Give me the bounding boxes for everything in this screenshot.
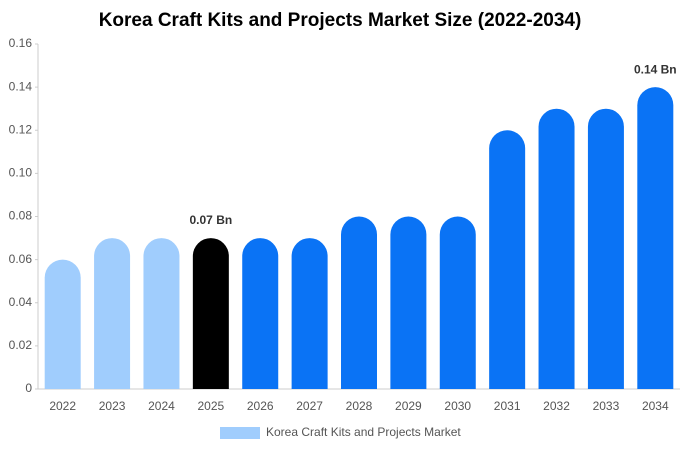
x-tick-label: 2031 bbox=[494, 399, 521, 413]
bar bbox=[242, 238, 279, 389]
legend-label: Korea Craft Kits and Projects Market bbox=[266, 425, 461, 439]
x-tick-label: 2026 bbox=[247, 399, 274, 413]
y-tick-label: 0.14 bbox=[9, 79, 33, 93]
x-tick-label: 2030 bbox=[444, 399, 471, 413]
x-tick-label: 2022 bbox=[49, 399, 76, 413]
x-tick-label: 2025 bbox=[197, 399, 224, 413]
x-tick-label: 2024 bbox=[148, 399, 175, 413]
y-tick-label: 0.06 bbox=[9, 252, 33, 266]
y-tick-label: 0 bbox=[25, 381, 32, 395]
data-label: 0.14 Bn bbox=[634, 62, 677, 76]
y-tick-label: 0.02 bbox=[9, 338, 33, 352]
legend-swatch bbox=[220, 427, 260, 439]
x-tick-label: 2033 bbox=[593, 399, 620, 413]
bar bbox=[341, 216, 377, 389]
bar bbox=[489, 130, 526, 389]
bar bbox=[44, 259, 81, 389]
bar bbox=[538, 108, 575, 389]
x-tick-label: 2034 bbox=[642, 399, 669, 413]
bar bbox=[94, 238, 131, 389]
bar bbox=[291, 238, 328, 389]
chart-title: Korea Craft Kits and Projects Market Siz… bbox=[99, 10, 582, 31]
bar bbox=[143, 238, 180, 389]
y-tick-label: 0.08 bbox=[9, 209, 33, 223]
x-tick-label: 2023 bbox=[99, 399, 126, 413]
y-tick-label: 0.10 bbox=[9, 166, 33, 180]
x-tick-label: 2028 bbox=[346, 399, 373, 413]
y-tick-label: 0.16 bbox=[9, 36, 33, 50]
bar bbox=[637, 87, 674, 389]
bar bbox=[390, 216, 427, 389]
x-tick-label: 2027 bbox=[296, 399, 323, 413]
x-tick-label: 2032 bbox=[543, 399, 570, 413]
x-tick-label: 2029 bbox=[395, 399, 422, 413]
y-tick-label: 0.04 bbox=[9, 295, 33, 309]
bar bbox=[587, 108, 624, 389]
y-tick-label: 0.12 bbox=[9, 122, 33, 136]
bar bbox=[439, 216, 476, 389]
data-label: 0.07 Bn bbox=[190, 213, 233, 227]
bar bbox=[192, 238, 229, 389]
